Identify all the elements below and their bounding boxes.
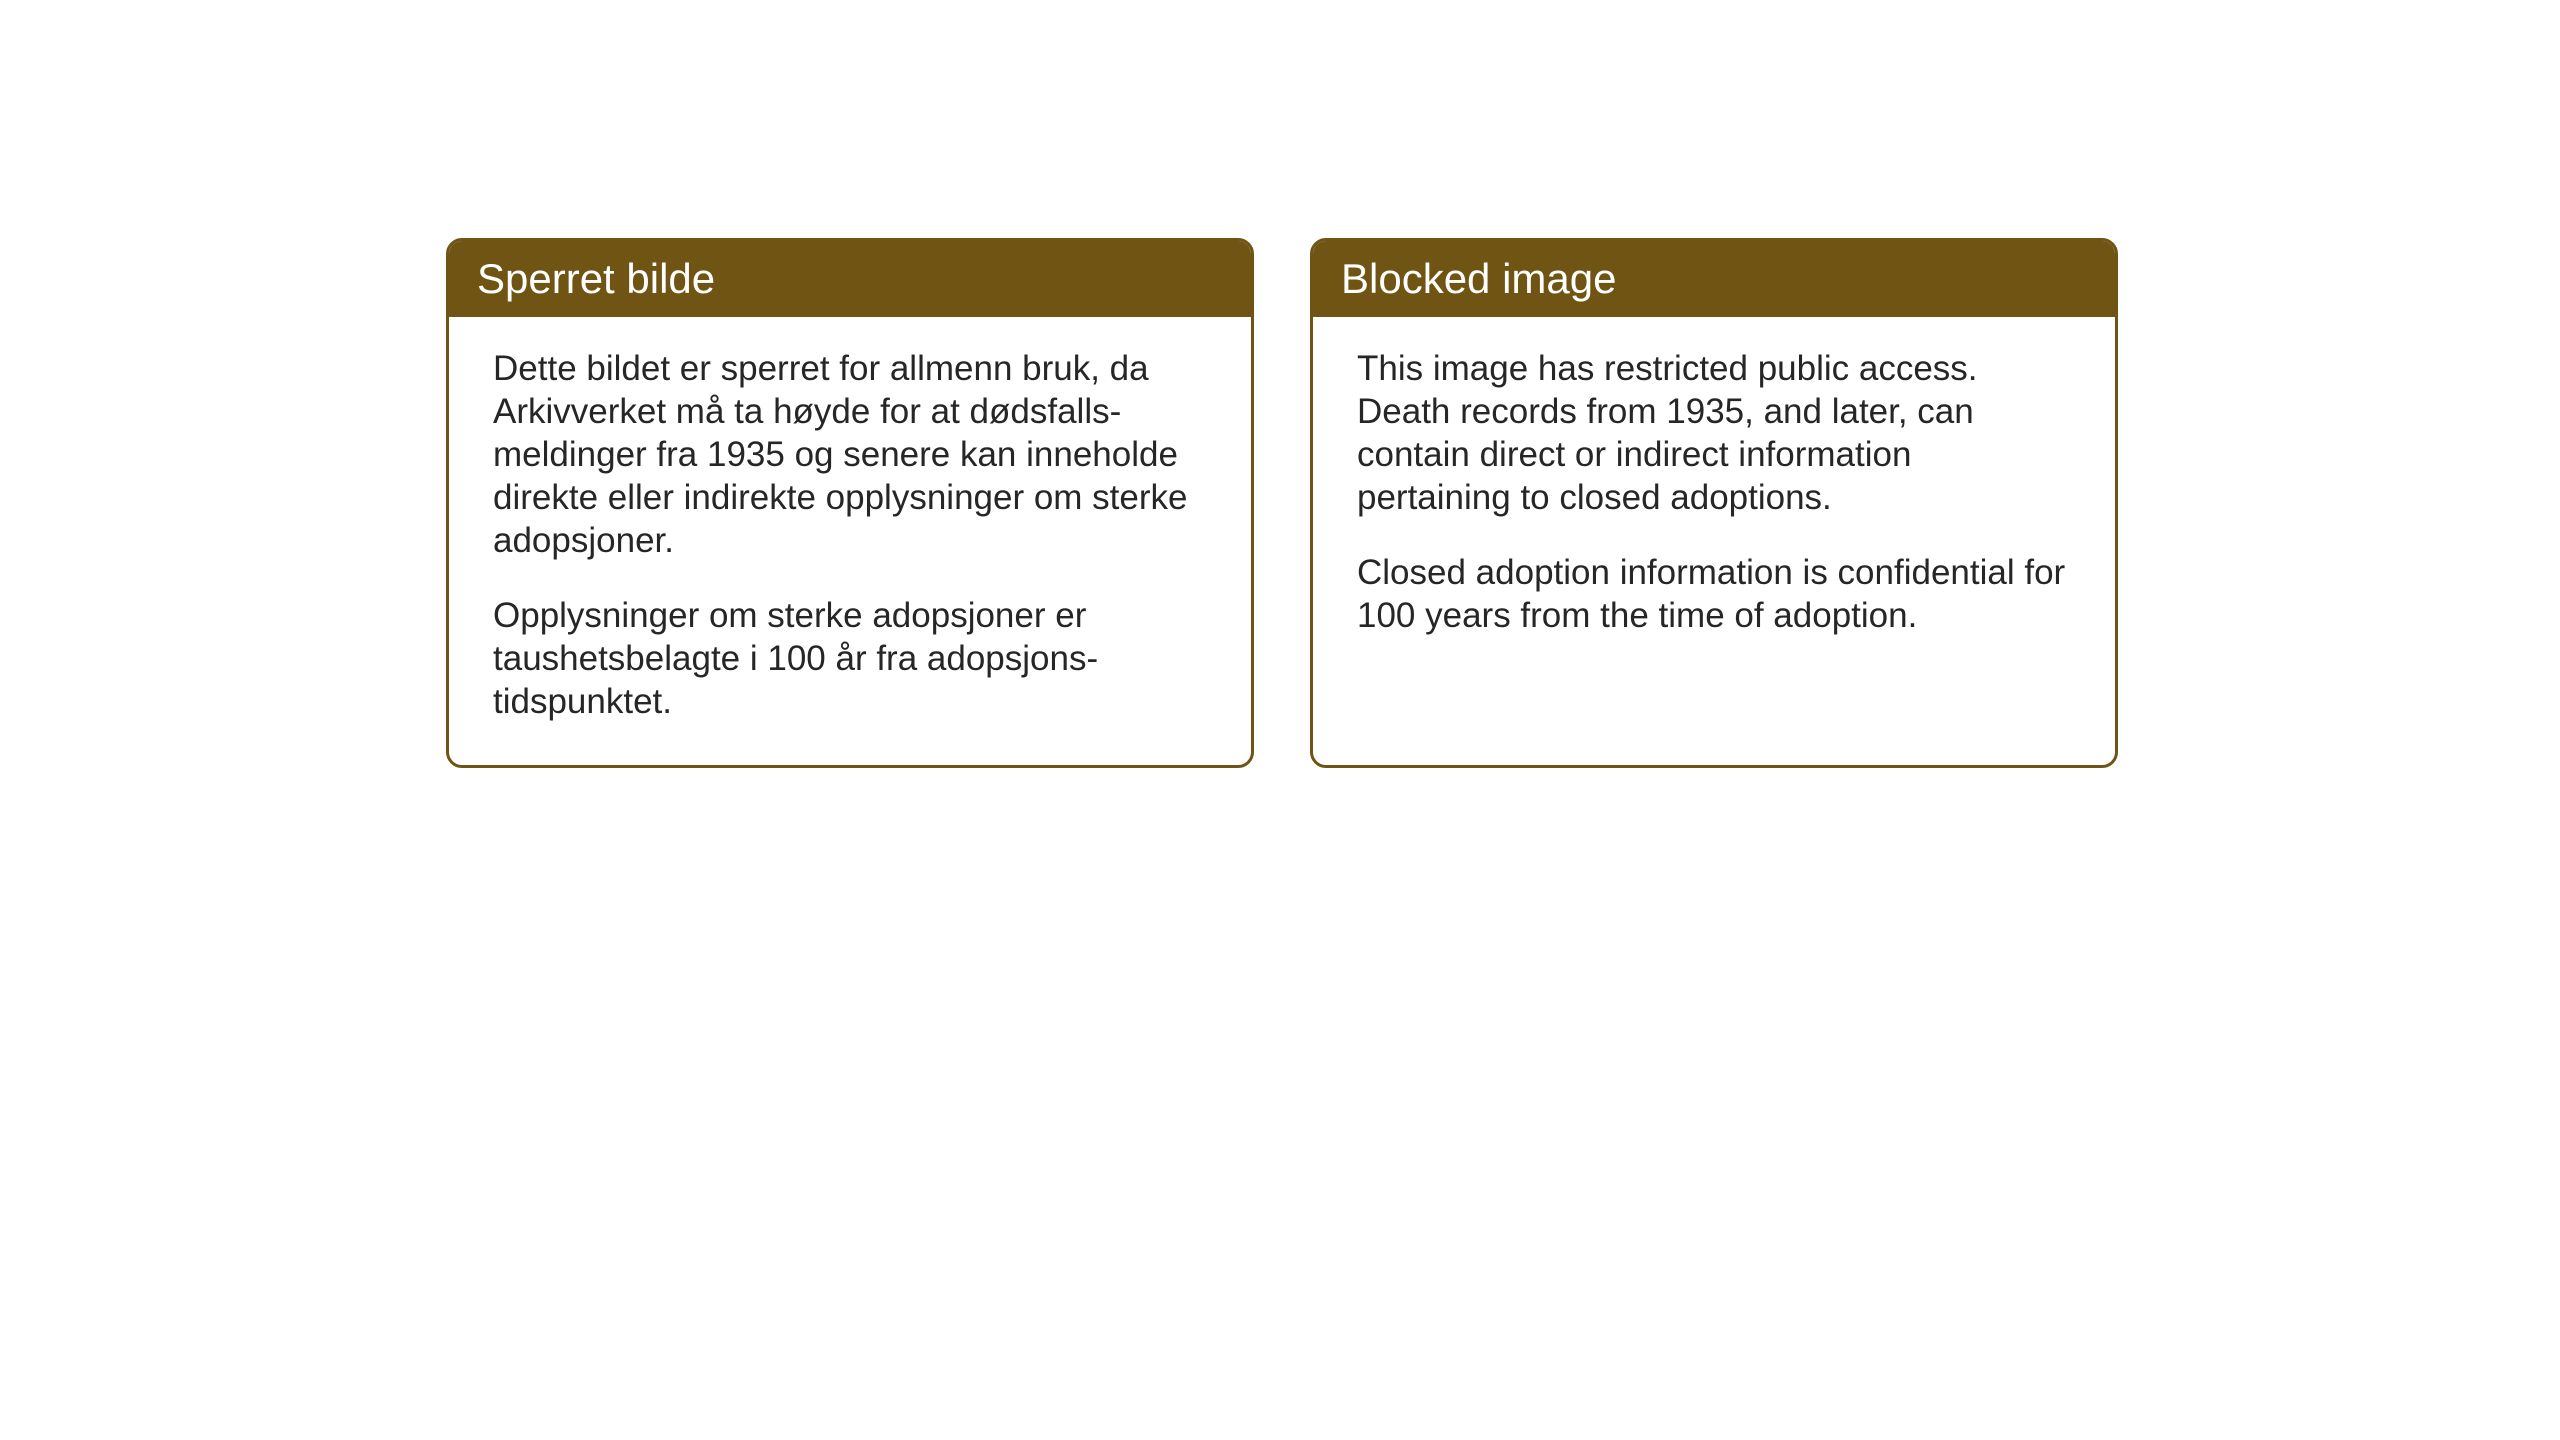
notice-cards-container: Sperret bilde Dette bildet er sperret fo… <box>446 238 2118 768</box>
card-header-norwegian: Sperret bilde <box>449 241 1251 317</box>
card-paragraph-1-norwegian: Dette bildet er sperret for allmenn bruk… <box>493 347 1207 562</box>
card-body-english: This image has restricted public access.… <box>1313 317 2115 715</box>
card-paragraph-2-english: Closed adoption information is confident… <box>1357 551 2071 637</box>
card-paragraph-1-english: This image has restricted public access.… <box>1357 347 2071 519</box>
card-body-norwegian: Dette bildet er sperret for allmenn bruk… <box>449 317 1251 765</box>
notice-card-norwegian: Sperret bilde Dette bildet er sperret fo… <box>446 238 1254 768</box>
card-header-english: Blocked image <box>1313 241 2115 317</box>
notice-card-english: Blocked image This image has restricted … <box>1310 238 2118 768</box>
card-paragraph-2-norwegian: Opplysninger om sterke adopsjoner er tau… <box>493 594 1207 723</box>
